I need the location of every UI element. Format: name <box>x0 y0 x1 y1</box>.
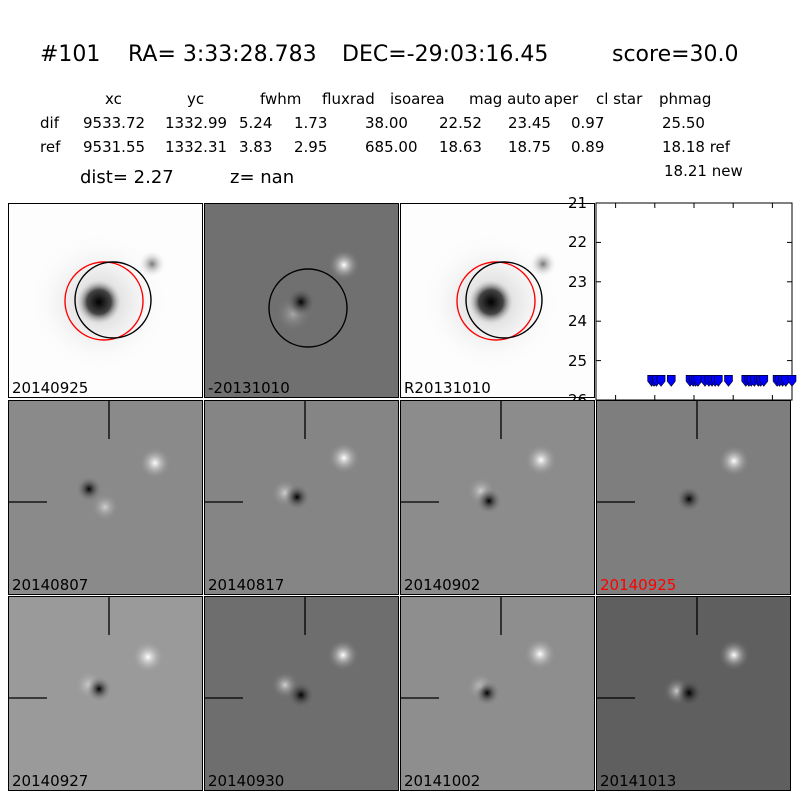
cutout-image <box>9 401 171 521</box>
column-header: cl star <box>596 90 643 108</box>
column-header: isoarea <box>390 90 445 108</box>
table-cell: 0.89 <box>571 138 605 156</box>
ra-coordinate: RA= 3:33:28.783 <box>128 42 317 67</box>
data-point <box>759 375 769 387</box>
cutout-panel: 20140927 <box>8 596 203 791</box>
table-cell: 1332.31 <box>165 138 228 156</box>
y-tick-label: 21 <box>568 194 588 212</box>
table-cell: 2.95 <box>294 138 328 156</box>
panel-label: 20140925 <box>12 379 89 397</box>
cutout-image <box>597 401 750 512</box>
cutout-image <box>205 401 360 510</box>
cutout-image <box>597 597 750 706</box>
cutout-panel: 20140817 <box>204 400 399 595</box>
cutout-image <box>205 597 359 708</box>
cutout-panel: 20140925 <box>596 400 791 595</box>
cutout-date-label: 20140925 <box>600 576 677 594</box>
light-curve-svg <box>595 202 797 401</box>
cutout-date-label: 20140927 <box>12 772 89 790</box>
table-cell: 23.45 <box>508 114 551 132</box>
cutout-image <box>401 401 557 514</box>
plot-frame <box>595 202 793 401</box>
y-tick-label: 24 <box>568 312 588 331</box>
column-header: phmag <box>659 90 712 108</box>
cutout-date-label: 20140902 <box>404 576 481 594</box>
distance-value: dist= 2.27 <box>80 167 174 188</box>
cutout-image <box>401 597 556 706</box>
cutout-date-label: 20140807 <box>12 576 89 594</box>
table-cell: 18.75 <box>508 138 551 156</box>
data-point <box>666 375 676 387</box>
cutout-panel: 20140930 <box>204 596 399 791</box>
column-header: mag auto <box>469 90 541 108</box>
difference-image-panel: -20131010 <box>204 203 399 398</box>
table-cell: 18.63 <box>439 138 482 156</box>
column-header: yc <box>187 90 205 108</box>
data-point <box>656 375 666 387</box>
cutout-image <box>9 597 164 702</box>
reference-image <box>421 232 561 372</box>
panel-label: R20131010 <box>404 379 491 397</box>
y-tick-label: 22 <box>568 233 588 252</box>
column-header: xc <box>105 90 122 108</box>
science-image <box>29 232 169 372</box>
table-cell: 5.24 <box>239 114 273 132</box>
table-cell: 1332.99 <box>165 114 228 132</box>
cutout-date-label: 20141013 <box>600 772 677 790</box>
cutout-date-label: 20140817 <box>208 576 285 594</box>
column-header: fluxrad <box>322 90 375 108</box>
table-cell: 9533.72 <box>83 114 146 132</box>
table-cell: 18.18 ref <box>662 138 731 156</box>
table-cell: 25.50 <box>662 114 705 132</box>
cutout-panel: 20140902 <box>400 400 595 595</box>
cutout-date-label: 20141002 <box>404 772 481 790</box>
dec-coordinate: DEC=-29:03:16.45 <box>342 42 549 67</box>
y-tick-label: 25 <box>568 351 588 370</box>
data-point <box>693 375 703 387</box>
data-point <box>787 375 797 387</box>
table-cell: 1.73 <box>294 114 328 132</box>
cutout-panel: 20141002 <box>400 596 595 791</box>
table-cell: 22.52 <box>439 114 482 132</box>
table-cell: 9531.55 <box>83 138 146 156</box>
cutout-panel: 20140807 <box>8 400 203 595</box>
row-label: ref <box>40 138 61 156</box>
candidate-id: #101 <box>40 42 101 67</box>
table-cell: 0.97 <box>571 114 605 132</box>
score-value: score=30.0 <box>612 42 739 67</box>
table-cell: 685.00 <box>365 138 418 156</box>
cutout-panel: 20141013 <box>596 596 791 791</box>
column-header: fwhm <box>260 90 302 108</box>
data-point <box>724 375 733 387</box>
light-curve-plot: 212223242526−100−50050100 <box>568 194 797 420</box>
new-magnitude: 18.21 new <box>664 162 743 180</box>
cutout-date-label: 20140930 <box>208 772 285 790</box>
table-cell: 3.83 <box>239 138 273 156</box>
redshift-value: z= nan <box>230 167 295 188</box>
y-tick-label: 23 <box>568 272 588 291</box>
difference-image <box>268 249 360 348</box>
column-header: aper <box>544 90 579 108</box>
table-cell: 38.00 <box>365 114 408 132</box>
science-image-panel: 20140925 <box>8 203 203 398</box>
data-point <box>714 375 723 387</box>
panel-label: -20131010 <box>208 379 290 397</box>
row-label: dif <box>40 114 59 132</box>
reference-image-panel: R20131010 <box>400 203 595 398</box>
